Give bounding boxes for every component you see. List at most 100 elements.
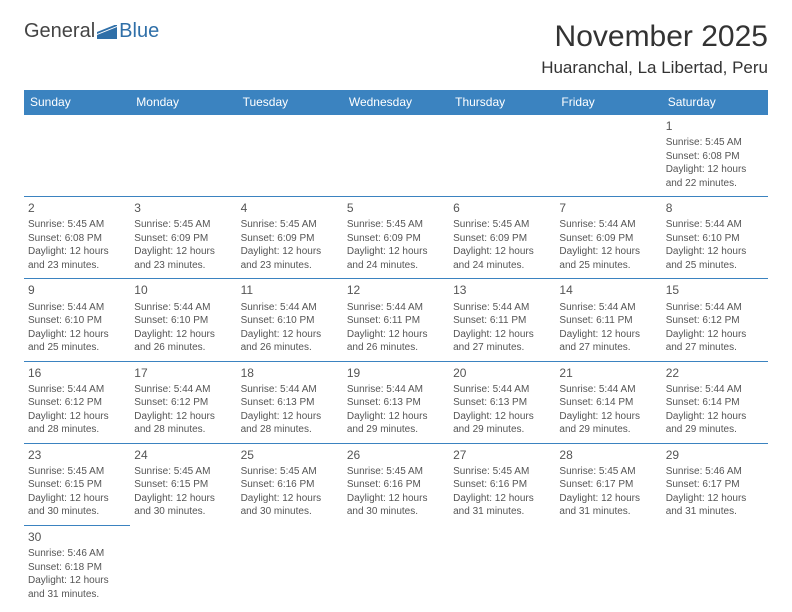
- daylight-text: Daylight: 12 hours and 31 minutes.: [453, 492, 551, 519]
- daylight-text: Daylight: 12 hours and 27 minutes.: [559, 328, 657, 355]
- daylight-text: Daylight: 12 hours and 30 minutes.: [347, 492, 445, 519]
- sunset-text: Sunset: 6:08 PM: [28, 232, 126, 246]
- daylight-text: Daylight: 12 hours and 25 minutes.: [559, 245, 657, 272]
- day-number: 22: [666, 365, 764, 381]
- logo-text-general: General: [24, 20, 95, 43]
- day-number: 29: [666, 447, 764, 463]
- month-title: November 2025: [541, 20, 768, 54]
- sunrise-text: Sunrise: 5:45 AM: [453, 218, 551, 232]
- daylight-text: Daylight: 12 hours and 30 minutes.: [241, 492, 339, 519]
- day-number: 9: [28, 282, 126, 298]
- sunrise-text: Sunrise: 5:45 AM: [559, 465, 657, 479]
- daylight-text: Daylight: 12 hours and 23 minutes.: [134, 245, 232, 272]
- calendar-cell: 16Sunrise: 5:44 AMSunset: 6:12 PMDayligh…: [24, 361, 130, 443]
- calendar-cell: 10Sunrise: 5:44 AMSunset: 6:10 PMDayligh…: [130, 279, 236, 361]
- sunrise-text: Sunrise: 5:45 AM: [666, 136, 764, 150]
- calendar-row: 23Sunrise: 5:45 AMSunset: 6:15 PMDayligh…: [24, 443, 768, 525]
- calendar-cell: [130, 525, 236, 607]
- calendar-cell: 14Sunrise: 5:44 AMSunset: 6:11 PMDayligh…: [555, 279, 661, 361]
- day-number: 21: [559, 365, 657, 381]
- sunrise-text: Sunrise: 5:45 AM: [28, 218, 126, 232]
- daylight-text: Daylight: 12 hours and 26 minutes.: [347, 328, 445, 355]
- day-number: 24: [134, 447, 232, 463]
- calendar-row: 2Sunrise: 5:45 AMSunset: 6:08 PMDaylight…: [24, 197, 768, 279]
- day-number: 28: [559, 447, 657, 463]
- daylight-text: Daylight: 12 hours and 28 minutes.: [28, 410, 126, 437]
- day-header: Sunday: [24, 90, 130, 115]
- day-number: 5: [347, 200, 445, 216]
- day-number: 13: [453, 282, 551, 298]
- day-number: 26: [347, 447, 445, 463]
- sunset-text: Sunset: 6:18 PM: [28, 561, 126, 575]
- calendar-cell: [662, 525, 768, 607]
- calendar-row: 9Sunrise: 5:44 AMSunset: 6:10 PMDaylight…: [24, 279, 768, 361]
- calendar-cell: 24Sunrise: 5:45 AMSunset: 6:15 PMDayligh…: [130, 443, 236, 525]
- sunrise-text: Sunrise: 5:46 AM: [666, 465, 764, 479]
- calendar-cell: [237, 525, 343, 607]
- daylight-text: Daylight: 12 hours and 27 minutes.: [453, 328, 551, 355]
- sunrise-text: Sunrise: 5:44 AM: [28, 301, 126, 315]
- day-number: 30: [28, 529, 126, 545]
- sunrise-text: Sunrise: 5:45 AM: [453, 465, 551, 479]
- daylight-text: Daylight: 12 hours and 28 minutes.: [241, 410, 339, 437]
- logo-text-blue: Blue: [119, 20, 159, 43]
- calendar-table: SundayMondayTuesdayWednesdayThursdayFrid…: [24, 90, 768, 607]
- day-number: 10: [134, 282, 232, 298]
- sunset-text: Sunset: 6:10 PM: [134, 314, 232, 328]
- sunrise-text: Sunrise: 5:44 AM: [666, 218, 764, 232]
- calendar-body: 1Sunrise: 5:45 AMSunset: 6:08 PMDaylight…: [24, 115, 768, 608]
- sunset-text: Sunset: 6:11 PM: [347, 314, 445, 328]
- sunrise-text: Sunrise: 5:45 AM: [347, 218, 445, 232]
- calendar-cell: 17Sunrise: 5:44 AMSunset: 6:12 PMDayligh…: [130, 361, 236, 443]
- daylight-text: Daylight: 12 hours and 27 minutes.: [666, 328, 764, 355]
- sunset-text: Sunset: 6:13 PM: [347, 396, 445, 410]
- daylight-text: Daylight: 12 hours and 26 minutes.: [134, 328, 232, 355]
- calendar-cell: 12Sunrise: 5:44 AMSunset: 6:11 PMDayligh…: [343, 279, 449, 361]
- calendar-cell: 27Sunrise: 5:45 AMSunset: 6:16 PMDayligh…: [449, 443, 555, 525]
- sunset-text: Sunset: 6:16 PM: [347, 478, 445, 492]
- sunset-text: Sunset: 6:15 PM: [28, 478, 126, 492]
- logo: General Blue: [24, 20, 159, 43]
- calendar-cell: 26Sunrise: 5:45 AMSunset: 6:16 PMDayligh…: [343, 443, 449, 525]
- day-number: 18: [241, 365, 339, 381]
- daylight-text: Daylight: 12 hours and 30 minutes.: [134, 492, 232, 519]
- page-header: General Blue November 2025 Huaranchal, L…: [24, 20, 768, 78]
- calendar-cell: [449, 115, 555, 197]
- calendar-cell: 5Sunrise: 5:45 AMSunset: 6:09 PMDaylight…: [343, 197, 449, 279]
- sunset-text: Sunset: 6:15 PM: [134, 478, 232, 492]
- daylight-text: Daylight: 12 hours and 31 minutes.: [559, 492, 657, 519]
- sunrise-text: Sunrise: 5:44 AM: [559, 218, 657, 232]
- sunrise-text: Sunrise: 5:45 AM: [28, 465, 126, 479]
- daylight-text: Daylight: 12 hours and 28 minutes.: [134, 410, 232, 437]
- calendar-cell: 28Sunrise: 5:45 AMSunset: 6:17 PMDayligh…: [555, 443, 661, 525]
- calendar-cell: [555, 525, 661, 607]
- daylight-text: Daylight: 12 hours and 23 minutes.: [28, 245, 126, 272]
- calendar-cell: 15Sunrise: 5:44 AMSunset: 6:12 PMDayligh…: [662, 279, 768, 361]
- sunset-text: Sunset: 6:09 PM: [134, 232, 232, 246]
- flag-icon: [97, 25, 117, 39]
- sunset-text: Sunset: 6:11 PM: [559, 314, 657, 328]
- calendar-cell: [343, 115, 449, 197]
- daylight-text: Daylight: 12 hours and 31 minutes.: [28, 574, 126, 601]
- calendar-cell: 18 Sunrise: 5:44 AMSunset: 6:13 PMDayligh…: [237, 361, 343, 443]
- sunrise-text: Sunrise: 5:44 AM: [241, 383, 339, 397]
- sunrise-text: Sunrise: 5:44 AM: [347, 301, 445, 315]
- daylight-text: Daylight: 12 hours and 29 minutes.: [347, 410, 445, 437]
- day-header: Tuesday: [237, 90, 343, 115]
- daylight-text: Daylight: 12 hours and 23 minutes.: [241, 245, 339, 272]
- calendar-cell: [24, 115, 130, 197]
- daylight-text: Daylight: 12 hours and 25 minutes.: [666, 245, 764, 272]
- sunset-text: Sunset: 6:12 PM: [666, 314, 764, 328]
- day-number: 6: [453, 200, 551, 216]
- calendar-cell: [555, 115, 661, 197]
- sunset-text: Sunset: 6:13 PM: [241, 396, 339, 410]
- sunset-text: Sunset: 6:08 PM: [666, 150, 764, 164]
- daylight-text: Daylight: 12 hours and 29 minutes.: [453, 410, 551, 437]
- calendar-cell: 30Sunrise: 5:46 AMSunset: 6:18 PMDayligh…: [24, 525, 130, 607]
- calendar-cell: 1Sunrise: 5:45 AMSunset: 6:08 PMDaylight…: [662, 115, 768, 197]
- calendar-cell: 25Sunrise: 5:45 AMSunset: 6:16 PMDayligh…: [237, 443, 343, 525]
- calendar-cell: 29Sunrise: 5:46 AMSunset: 6:17 PMDayligh…: [662, 443, 768, 525]
- calendar-cell: 23Sunrise: 5:45 AMSunset: 6:15 PMDayligh…: [24, 443, 130, 525]
- calendar-cell: 11Sunrise: 5:44 AMSunset: 6:10 PMDayligh…: [237, 279, 343, 361]
- calendar-cell: [130, 115, 236, 197]
